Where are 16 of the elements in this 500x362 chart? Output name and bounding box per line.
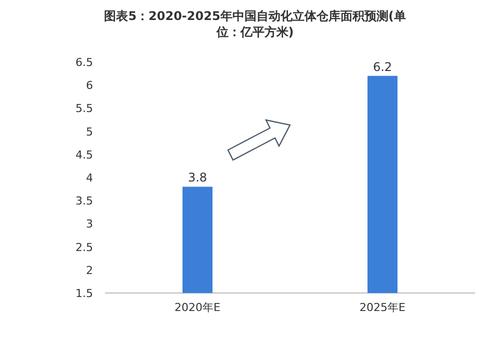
y-tick-label: 4.5 — [76, 148, 93, 162]
y-tick-label: 4 — [86, 172, 93, 184]
x-tick-label: 2025年E — [360, 301, 406, 314]
x-tick-label: 2020年E — [174, 301, 221, 314]
chart-title: 图表5：2020-2025年中国自动化立体仓库面积预测(单位：亿平方米) — [103, 8, 407, 40]
y-tick-label: 5.5 — [76, 102, 93, 116]
y-tick-label: 5 — [86, 125, 93, 138]
y-tick-label: 6 — [86, 79, 93, 92]
y-tick-label: 2 — [86, 264, 93, 277]
y-tick-label: 1.5 — [76, 287, 93, 300]
data-label: 3.8 — [188, 170, 208, 185]
data-label: 6.2 — [372, 60, 392, 74]
y-tick-label: 3.5 — [76, 194, 93, 208]
y-tick-label: 2.5 — [76, 240, 93, 254]
y-tick-label: 6.5 — [76, 56, 93, 69]
y-tick-label: 3 — [86, 218, 93, 231]
